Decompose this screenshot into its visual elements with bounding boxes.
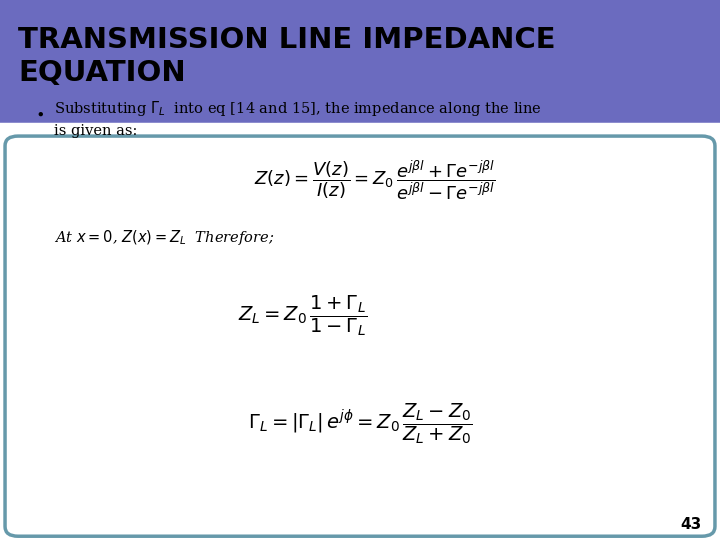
FancyBboxPatch shape — [5, 136, 715, 536]
Bar — [0, 0, 720, 124]
Text: $\bullet$: $\bullet$ — [35, 106, 44, 121]
Text: Substituting $\Gamma_L$  into eq [14 and 15], the impedance along the line: Substituting $\Gamma_L$ into eq [14 and … — [54, 98, 541, 118]
Text: At $x{=}0$, $Z(x) = Z_L$  Therefore;: At $x{=}0$, $Z(x) = Z_L$ Therefore; — [54, 228, 274, 247]
Text: 43: 43 — [680, 517, 702, 532]
Text: $Z(z) = \dfrac{V(z)}{I(z)} = Z_0\,\dfrac{e^{j\beta l} + \Gamma e^{-j\beta l}}{e^: $Z(z) = \dfrac{V(z)}{I(z)} = Z_0\,\dfrac… — [253, 158, 495, 201]
Text: $Z_L = Z_0\,\dfrac{1 + \Gamma_L}{1 - \Gamma_L}$: $Z_L = Z_0\,\dfrac{1 + \Gamma_L}{1 - \Ga… — [238, 294, 367, 338]
Text: is given as:: is given as: — [54, 124, 138, 138]
Text: TRANSMISSION LINE IMPEDANCE
EQUATION: TRANSMISSION LINE IMPEDANCE EQUATION — [18, 26, 556, 87]
Text: $\Gamma_L = |\Gamma_L|\,e^{j\phi} = Z_0\,\dfrac{Z_L - Z_0}{Z_L + Z_0}$: $\Gamma_L = |\Gamma_L|\,e^{j\phi} = Z_0\… — [248, 402, 472, 446]
